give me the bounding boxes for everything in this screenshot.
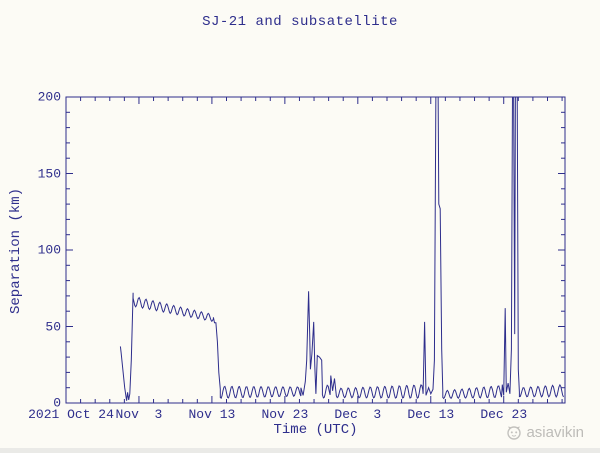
y-tick-label: 50 <box>45 319 61 334</box>
y-tick-label: 200 <box>37 89 61 105</box>
axes-frame <box>65 96 566 404</box>
bottom-divider-band <box>0 448 600 453</box>
y-tick-label: 150 <box>37 166 61 181</box>
separation-line-series <box>119 96 564 401</box>
x-tick-label: 2021 Oct 24 <box>28 407 114 422</box>
x-tick-label: Nov 23 <box>261 407 309 422</box>
watermark: asiavikin <box>505 424 584 441</box>
x-tick-label: Nov 13 <box>188 407 236 422</box>
y-tick-label: 100 <box>37 242 61 258</box>
y-tick-label: 0 <box>53 395 61 411</box>
x-tick-label: Dec 13 <box>407 407 455 422</box>
x-axis-title: Time (UTC) <box>273 422 358 438</box>
cat-logo-icon <box>507 426 522 440</box>
x-tick-label: Dec 3 <box>334 407 382 422</box>
chart-title: SJ-21 and subsatellite <box>202 14 398 30</box>
x-tick-label: Dec 23 <box>480 407 528 422</box>
watermark-label: asiavikin <box>526 424 584 441</box>
x-tick-label: Nov 3 <box>115 407 163 422</box>
y-axis-title: Separation (km) <box>8 187 24 315</box>
